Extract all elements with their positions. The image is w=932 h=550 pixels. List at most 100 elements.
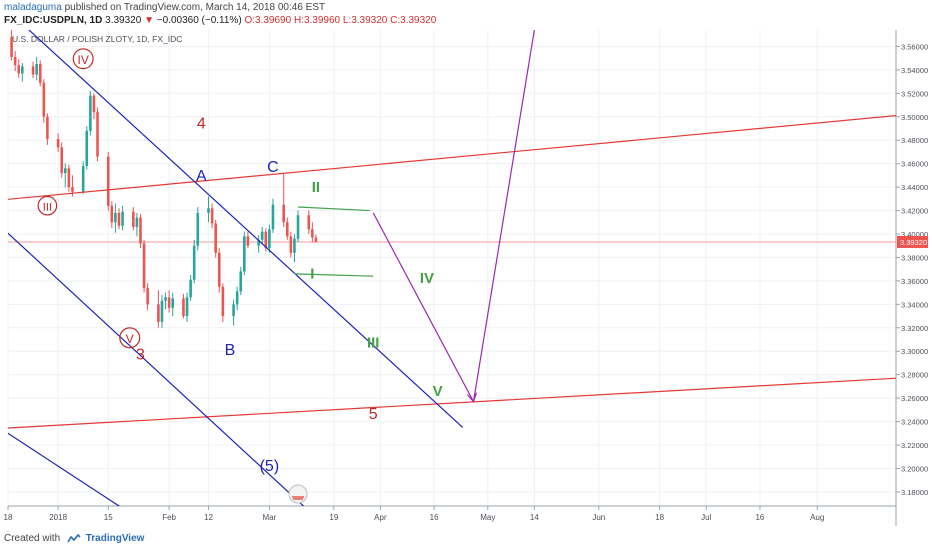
wave-label: V	[126, 332, 134, 346]
candle	[257, 235, 260, 253]
price-axis-label: 3.18000	[901, 488, 928, 497]
candle-body	[38, 64, 42, 83]
candle	[171, 292, 174, 317]
candle-body	[235, 291, 239, 305]
blue-channel-lower	[8, 432, 121, 506]
candle-body	[89, 95, 92, 131]
time-axis-label: 16	[755, 513, 764, 522]
candle-body	[167, 297, 171, 308]
watermark-badge-icon	[288, 484, 308, 504]
candle	[271, 198, 275, 233]
candle	[311, 222, 314, 243]
price-axis-label: 3.28000	[901, 371, 928, 380]
candle	[139, 214, 142, 249]
candle-body	[157, 304, 160, 322]
candle-body	[135, 217, 139, 227]
published-text: published on TradingView.com, March 14, …	[64, 2, 326, 13]
candle-body	[31, 66, 35, 75]
candle	[182, 293, 185, 319]
price-axis-label: 3.42000	[901, 207, 928, 216]
wave-label: B	[225, 342, 236, 359]
candle-body	[207, 208, 210, 213]
candle-body	[160, 300, 164, 322]
candle	[21, 62, 24, 82]
price-axis-label: 3.56000	[901, 42, 928, 51]
green-line-top	[298, 206, 370, 212]
candle-body	[21, 66, 24, 74]
chart-title: U.S. DOLLAR / POLISH ZLOTY, 1D, FX_IDC	[12, 34, 182, 44]
candle-body	[85, 130, 89, 166]
candle	[232, 299, 235, 326]
time-axis-label: May	[480, 513, 495, 522]
price-axis-label: 3.26000	[901, 394, 928, 403]
time-axis-label: 12	[204, 513, 213, 522]
author-link[interactable]: maladaguma	[4, 2, 62, 13]
time-axis-label: Mar	[262, 513, 276, 522]
last-price-tag-bg	[897, 235, 928, 248]
high-value: H:3.39960	[293, 15, 341, 26]
candle-body	[189, 279, 192, 298]
grid	[7, 30, 896, 506]
tradingview-brand-link[interactable]: TradingView	[85, 533, 145, 544]
time-axis: 18 2018 15 Feb 12 Mar 19 Apr 16 May 14 Jun 18 Jul 16 Au…	[4, 506, 824, 522]
purple-projection-up	[472, 30, 535, 402]
price-axis-label: 3.22000	[901, 441, 928, 450]
candle	[210, 203, 214, 229]
price-axis-label: 3.54000	[901, 66, 928, 75]
candle	[117, 208, 121, 230]
candle-body	[307, 215, 311, 230]
candle	[135, 212, 139, 237]
symbol-label[interactable]: FX_IDC:USDPLN, 1D	[4, 15, 103, 26]
candle	[110, 201, 114, 229]
candle-body	[121, 211, 124, 226]
candle-body	[35, 64, 38, 75]
candle	[293, 234, 296, 263]
wave-label: 3	[136, 346, 145, 363]
candle	[96, 107, 99, 162]
wave-label: III	[367, 335, 380, 352]
candle	[235, 286, 239, 311]
candle-body	[243, 236, 246, 272]
candle-body	[13, 56, 17, 66]
publication-header: maladaguma published on TradingView.com,…	[4, 2, 325, 14]
price-change: −0.00360 (−0.11%)	[156, 15, 242, 26]
candle-body	[214, 223, 217, 253]
candle-body	[221, 286, 225, 317]
price-chart[interactable]: U.S. DOLLAR / POLISH ZLOTY, 1D, FX_IDC IV…	[4, 30, 928, 528]
candle	[185, 292, 189, 322]
wave-label: (5)	[260, 458, 280, 475]
candle	[31, 61, 35, 79]
price-axis-label: 3.44000	[901, 183, 928, 192]
candle	[289, 231, 293, 258]
candle	[207, 196, 210, 223]
time-axis-label: 19	[329, 513, 338, 522]
price-axis-label: 3.20000	[901, 464, 928, 473]
price-axis-label: 3.46000	[901, 160, 928, 169]
candle-body	[217, 252, 221, 287]
candle-body	[132, 211, 135, 227]
candle-body	[257, 239, 260, 246]
ohlc-bar: FX_IDC:USDPLN, 1D 3.39320 ▼ −0.00360 (−0…	[4, 15, 436, 27]
candle	[42, 79, 46, 123]
candle	[142, 239, 146, 293]
candle-body	[260, 231, 264, 240]
candle-body	[182, 298, 185, 317]
time-axis-label: Feb	[162, 513, 176, 522]
candle-body	[46, 116, 49, 140]
open-value: O:3.39690	[244, 15, 292, 26]
candle	[146, 283, 149, 311]
down-arrow-icon: ▼	[144, 15, 154, 26]
price-axis-label: 3.38000	[901, 253, 928, 262]
candle-body	[56, 139, 60, 148]
chart-svg[interactable]: U.S. DOLLAR / POLISH ZLOTY, 1D, FX_IDCIV…	[4, 30, 928, 528]
candle-body	[271, 204, 275, 230]
candle	[164, 292, 167, 310]
candle-body	[81, 166, 85, 192]
candle-body	[60, 147, 63, 174]
time-axis-label: 16	[430, 513, 439, 522]
last-price: 3.39320	[105, 15, 142, 26]
candle-body	[64, 168, 67, 174]
candle	[35, 56, 38, 81]
candle	[56, 133, 60, 152]
